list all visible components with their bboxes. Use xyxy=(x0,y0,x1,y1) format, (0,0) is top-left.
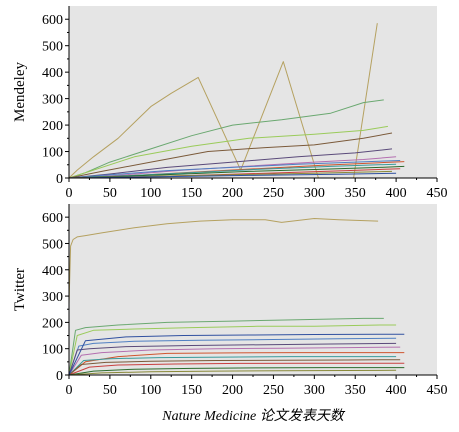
y-axis-title: Mendeley xyxy=(12,62,28,122)
series-line-5 xyxy=(68,148,393,179)
series-line-8 xyxy=(68,356,397,376)
x-tick-label: 0 xyxy=(66,186,73,201)
x-tick-label: 50 xyxy=(103,383,117,398)
x-tick-label: 50 xyxy=(103,186,117,201)
y-tick-label: 100 xyxy=(42,146,63,161)
series-line-4 xyxy=(68,132,393,179)
x-tick-label: 300 xyxy=(304,383,325,398)
series-line-3 xyxy=(68,125,388,179)
x-tick-label: 450 xyxy=(427,383,448,398)
series-line-9 xyxy=(68,359,401,376)
x-tick-label: 100 xyxy=(140,383,161,398)
plot-area xyxy=(69,6,437,178)
y-tick-label: 200 xyxy=(42,119,63,134)
x-tick-label: 300 xyxy=(304,186,325,201)
y-axis-title: Twitter xyxy=(12,268,28,311)
x-tick-label: 350 xyxy=(345,383,366,398)
x-tick-label: 400 xyxy=(386,383,407,398)
y-tick-label: 600 xyxy=(42,13,63,28)
y-tick-label: 600 xyxy=(42,211,63,226)
y-tick-label: 500 xyxy=(42,237,63,252)
series-line-5 xyxy=(68,342,397,376)
y-tick-label: 0 xyxy=(56,369,63,384)
series-line-6 xyxy=(68,156,397,179)
y-tick-label: 400 xyxy=(42,66,63,81)
x-tick-label: 250 xyxy=(263,383,284,398)
x-tick-label: 100 xyxy=(140,186,161,201)
series-line-2 xyxy=(68,99,384,179)
y-tick-label: 0 xyxy=(56,172,63,187)
y-tick-label: 100 xyxy=(42,343,63,358)
series-line-12 xyxy=(68,369,397,376)
y-tick-label: 300 xyxy=(42,93,63,108)
x-tick-label: 150 xyxy=(181,186,202,201)
series-line-11 xyxy=(68,367,405,376)
series-line-3 xyxy=(68,324,397,376)
x-tick-label: 250 xyxy=(263,186,284,201)
y-tick-label: 400 xyxy=(42,264,63,279)
panel-mendeley: 0 100 200 300 400 500 600 0 50 100 150 200 250 300 350… xyxy=(12,6,448,201)
series-line-13 xyxy=(68,172,397,179)
series-line-7 xyxy=(68,160,401,179)
series-line-6 xyxy=(68,346,401,376)
series-line-1 xyxy=(68,218,379,305)
y-tick-label: 300 xyxy=(42,290,63,305)
series-line-10 xyxy=(68,362,405,376)
x-tick-label: 0 xyxy=(66,383,73,398)
series-line-13 xyxy=(68,333,405,376)
y-tick-label: 200 xyxy=(42,316,63,331)
x-tick-label: 450 xyxy=(427,186,448,201)
x-tick-label: 350 xyxy=(345,186,366,201)
series-line-4 xyxy=(68,337,397,376)
x-axis-title: Nature Medicine 论文发表天数 xyxy=(161,408,345,424)
panel-twitter: 0 100 200 300 400 500 600 0 50 100 150 200 250 300 350… xyxy=(12,204,448,398)
y-tick-label: 500 xyxy=(42,40,63,55)
x-tick-label: 200 xyxy=(222,186,243,201)
series-line-2 xyxy=(68,317,384,376)
x-tick-label: 400 xyxy=(386,186,407,201)
x-tick-label: 150 xyxy=(181,383,202,398)
series-line-7 xyxy=(68,352,405,376)
series-line-10 xyxy=(68,165,405,179)
x-tick-label: 200 xyxy=(222,383,243,398)
